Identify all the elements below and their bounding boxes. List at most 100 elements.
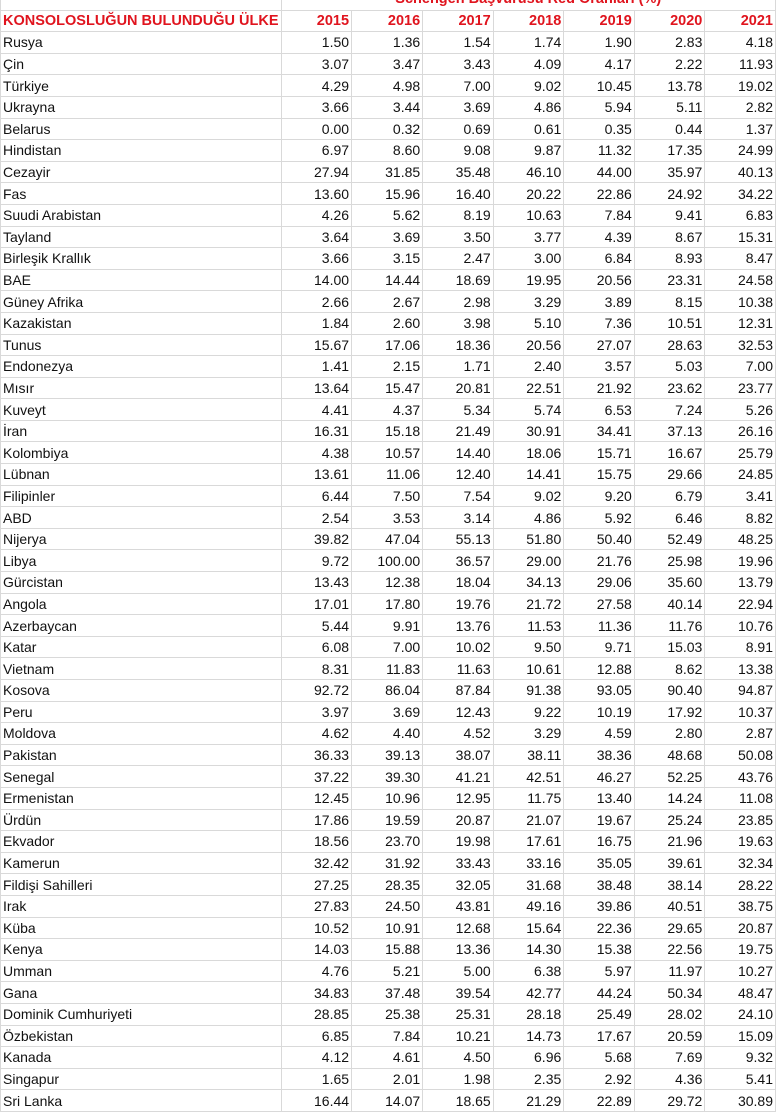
rate-cell-2020[interactable]: 35.97 [633,160,706,184]
rate-cell-2018[interactable]: 34.13 [492,571,565,594]
rate-cell-2018[interactable]: 14.73 [492,1024,565,1048]
rate-cell-2016[interactable]: 11.83 [351,657,424,680]
rate-cell-2016[interactable]: 4.37 [351,398,424,421]
rate-cell-2017[interactable]: 87.84 [422,679,494,702]
rate-cell-2016[interactable]: 3.69 [351,225,424,249]
rate-cell-2021[interactable]: 22.94 [704,592,776,616]
country-cell[interactable]: Irak [0,894,282,918]
rate-cell-2020[interactable]: 90.40 [633,679,706,702]
rate-cell-2017[interactable]: 14.40 [422,441,494,465]
rate-cell-2019[interactable]: 4.17 [563,52,635,76]
rate-cell-2017[interactable]: 16.40 [422,182,494,205]
rate-cell-2019[interactable]: 11.36 [563,614,635,637]
country-cell[interactable]: Gürcistan [0,571,282,594]
rate-cell-2017[interactable]: 12.43 [422,700,494,724]
rate-cell-2020[interactable]: 0.44 [633,117,706,141]
rate-cell-2015[interactable]: 28.85 [280,1002,353,1026]
rate-cell-2021[interactable]: 23.77 [704,376,776,400]
rate-cell-2019[interactable]: 6.84 [563,247,635,270]
rate-cell-2017[interactable]: 11.63 [422,657,494,680]
rate-cell-2019[interactable]: 7.36 [563,311,635,335]
rate-cell-2015[interactable]: 37.22 [280,765,353,788]
rate-cell-2019[interactable]: 4.59 [563,722,635,745]
rate-cell-2016[interactable]: 7.00 [351,635,424,659]
rate-cell-2021[interactable]: 24.10 [704,1002,776,1026]
rate-cell-2015[interactable]: 18.56 [280,830,353,853]
rate-cell-2019[interactable]: 11.32 [563,139,635,162]
rate-cell-2017[interactable]: 3.98 [422,311,494,335]
rate-cell-2017[interactable]: 38.07 [422,743,494,767]
rate-cell-2018[interactable]: 20.56 [492,333,565,357]
rate-cell-2015[interactable]: 32.42 [280,851,353,875]
rate-cell-2015[interactable]: 34.83 [280,981,353,1004]
rate-cell-2019[interactable]: 6.53 [563,398,635,421]
country-cell[interactable]: Filipinler [0,484,282,508]
rate-cell-2015[interactable]: 5.44 [280,614,353,637]
rate-cell-2017[interactable]: 12.40 [422,463,494,486]
rate-cell-2018[interactable]: 28.18 [492,1002,565,1026]
rate-cell-2019[interactable]: 5.92 [563,506,635,529]
rate-cell-2020[interactable]: 21.96 [633,830,706,853]
rate-cell-2021[interactable]: 19.75 [704,938,776,961]
rate-cell-2019[interactable]: 22.36 [563,916,635,940]
rate-cell-2021[interactable]: 10.37 [704,700,776,724]
rate-cell-2019[interactable]: 3.57 [563,355,635,378]
rate-cell-2017[interactable]: 7.00 [422,74,494,97]
rate-cell-2021[interactable]: 38.75 [704,894,776,918]
rate-cell-2019[interactable]: 25.49 [563,1002,635,1026]
rate-cell-2018[interactable]: 42.77 [492,981,565,1004]
country-cell[interactable]: Kolombiya [0,441,282,465]
rate-cell-2017[interactable]: 18.04 [422,571,494,594]
rate-cell-2017[interactable]: 3.14 [422,506,494,529]
rate-cell-2017[interactable]: 3.69 [422,95,494,119]
rate-cell-2019[interactable]: 35.05 [563,851,635,875]
country-cell[interactable]: Moldova [0,722,282,745]
rate-cell-2021[interactable]: 32.34 [704,851,776,875]
rate-cell-2017[interactable]: 19.76 [422,592,494,616]
rate-cell-2020[interactable]: 24.92 [633,182,706,205]
rate-cell-2020[interactable]: 23.31 [633,268,706,292]
rate-cell-2015[interactable]: 3.07 [280,52,353,76]
country-cell[interactable]: Lübnan [0,463,282,486]
rate-cell-2018[interactable]: 3.00 [492,247,565,270]
country-cell[interactable]: Kazakistan [0,311,282,335]
rate-cell-2019[interactable]: 16.75 [563,830,635,853]
rate-cell-2019[interactable]: 93.05 [563,679,635,702]
rate-cell-2016[interactable]: 3.44 [351,95,424,119]
rate-cell-2020[interactable]: 8.15 [633,290,706,313]
rate-cell-2018[interactable]: 4.09 [492,52,565,76]
rate-cell-2018[interactable]: 33.16 [492,851,565,875]
rate-cell-2017[interactable]: 3.50 [422,225,494,249]
rate-cell-2019[interactable]: 15.75 [563,463,635,486]
rate-cell-2016[interactable]: 5.21 [351,959,424,983]
rate-cell-2016[interactable]: 39.13 [351,743,424,767]
country-cell[interactable]: Vietnam [0,657,282,680]
rate-cell-2015[interactable]: 14.03 [280,938,353,961]
rate-cell-2016[interactable]: 19.59 [351,808,424,832]
rate-cell-2016[interactable]: 86.04 [351,679,424,702]
country-cell[interactable]: Cezayir [0,160,282,184]
rate-cell-2018[interactable]: 9.22 [492,700,565,724]
country-cell[interactable]: Pakistan [0,743,282,767]
rate-cell-2021[interactable]: 11.08 [704,786,776,810]
country-cell[interactable]: Peru [0,700,282,724]
country-cell[interactable]: Suudi Arabistan [0,203,282,227]
rate-cell-2016[interactable]: 17.06 [351,333,424,357]
rate-cell-2020[interactable]: 5.11 [633,95,706,119]
rate-cell-2018[interactable]: 42.51 [492,765,565,788]
rate-cell-2017[interactable]: 39.54 [422,981,494,1004]
rate-cell-2018[interactable]: 22.51 [492,376,565,400]
rate-cell-2021[interactable]: 9.32 [704,1046,776,1069]
rate-cell-2015[interactable]: 16.31 [280,419,353,443]
rate-cell-2019[interactable]: 9.20 [563,484,635,508]
country-cell[interactable]: Tunus [0,333,282,357]
rate-cell-2016[interactable]: 15.47 [351,376,424,400]
rate-cell-2019[interactable]: 3.89 [563,290,635,313]
rate-cell-2015[interactable]: 6.97 [280,139,353,162]
rate-cell-2015[interactable]: 27.94 [280,160,353,184]
rate-cell-2021[interactable]: 48.47 [704,981,776,1004]
rate-cell-2016[interactable]: 11.06 [351,463,424,486]
rate-cell-2019[interactable]: 46.27 [563,765,635,788]
rate-cell-2016[interactable]: 9.91 [351,614,424,637]
rate-cell-2016[interactable]: 1.36 [351,31,424,54]
